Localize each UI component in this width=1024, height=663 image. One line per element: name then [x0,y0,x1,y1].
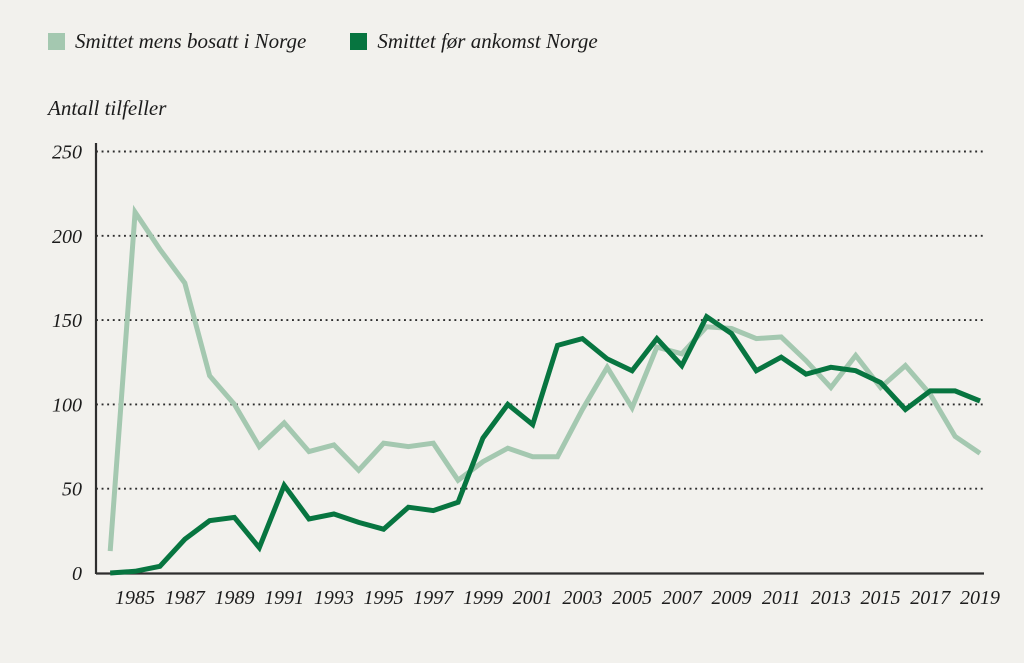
series-line-bosatt [107,204,982,552]
x-tick-label-1985: 1985 [115,587,155,609]
x-tick-label-2015: 2015 [861,587,901,609]
x-tick-label-2009: 2009 [711,587,751,609]
x-tick-label-2005: 2005 [612,587,652,609]
y-tick-label-200: 200 [52,226,82,248]
y-tick-label-250: 250 [52,142,82,164]
x-tick-label-2011: 2011 [762,587,801,609]
x-tick-label-1987: 1987 [165,587,206,609]
series-line-ankomst [110,313,981,576]
x-tick-label-2001: 2001 [513,587,553,609]
x-tick-label-1995: 1995 [364,587,404,609]
x-tick-label-2017: 2017 [910,587,951,609]
x-tick-label-1991: 1991 [264,587,304,609]
y-tick-label-100: 100 [52,394,82,416]
legend-item-ankomst: Smittet før ankomst Norge [350,29,598,53]
x-tick-label-1993: 1993 [314,587,354,609]
x-tick-label-2007: 2007 [662,587,703,609]
y-tick-label-150: 150 [52,310,82,332]
x-tick-label-1997: 1997 [413,587,454,609]
legend-label-ankomst: Smittet før ankomst Norge [377,29,598,53]
x-tick-label-1989: 1989 [214,587,254,609]
x-tick-label-2003: 2003 [562,587,602,609]
legend-swatch-bosatt-icon [48,33,65,50]
legend-swatch-ankomst-icon [350,33,368,50]
legend: Smittet mens bosatt i Norge Smittet før … [48,31,598,52]
chart-title: Antall tilfeller [48,96,167,120]
x-tick-label-2019: 2019 [960,587,1000,609]
y-tick-label-0: 0 [72,563,82,585]
legend-label-bosatt: Smittet mens bosatt i Norge [75,29,307,53]
x-tick-label-1999: 1999 [463,587,503,609]
y-tick-label-50: 50 [62,479,82,501]
x-tick-label-2013: 2013 [811,587,851,609]
legend-item-bosatt: Smittet mens bosatt i Norge [48,31,306,52]
